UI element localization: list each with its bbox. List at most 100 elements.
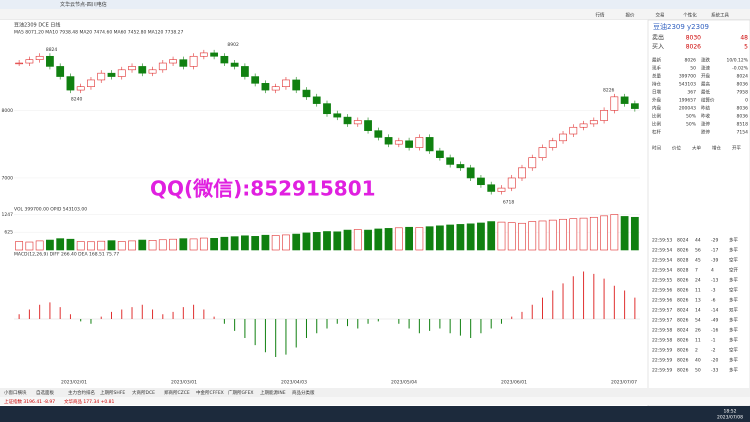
menu-item[interactable]: 个性化 <box>683 12 697 19</box>
tape-cell: -1 <box>711 338 716 344</box>
quote-cell: 最低 <box>701 89 710 96</box>
tape-cell: 多平 <box>729 337 738 344</box>
candle-body <box>446 157 455 165</box>
volume-bar <box>220 236 229 251</box>
tape-cell: 多平 <box>729 327 738 334</box>
candle-body <box>425 137 434 152</box>
volume-bar <box>425 226 434 251</box>
tape-cell: 22:59:54 <box>652 248 672 254</box>
volume-bar <box>497 221 506 251</box>
quote-cell: 7154 <box>737 130 749 136</box>
tab[interactable]: 主力合约排名 <box>68 389 95 396</box>
candle-body <box>538 147 547 158</box>
title-bar <box>0 0 750 9</box>
candle-body <box>199 52 208 57</box>
tape-cell: 多平 <box>729 357 738 364</box>
volume-bar <box>384 228 393 251</box>
candle-body <box>35 55 44 60</box>
volume-bar <box>548 219 557 251</box>
menu-item[interactable]: 报价 <box>626 12 635 19</box>
tape-cell: 多平 <box>729 247 738 254</box>
tape-cell: 8026 <box>677 358 689 364</box>
tab-bar <box>0 388 750 397</box>
quote-cell: 总量 <box>652 73 661 80</box>
quote-cell: 结算价 <box>701 97 715 104</box>
price-extreme: 8240 <box>71 97 83 103</box>
tab[interactable]: 商品分类版 <box>292 389 315 396</box>
volume-bar <box>66 238 75 251</box>
tape-cell: -13 <box>711 278 718 284</box>
tape-cell: 45 <box>695 258 701 264</box>
quote-cell: 内盘 <box>652 105 661 112</box>
tab[interactable]: 自选面板 <box>36 389 54 396</box>
candle-body <box>374 130 383 138</box>
candle-body <box>292 79 301 91</box>
volume-bar <box>364 229 372 251</box>
volume-bar <box>538 220 547 251</box>
tab[interactable]: 上期所SHFE <box>100 389 125 396</box>
volume-bar <box>230 236 239 251</box>
quote-cell: 持仓 <box>652 81 661 88</box>
candle-body <box>66 76 75 91</box>
candle-body <box>364 120 372 131</box>
tab[interactable]: 中金所CFFEX <box>196 389 224 396</box>
volume-bar <box>35 240 44 251</box>
tape-cell: -6 <box>711 298 716 304</box>
candle-body <box>343 116 352 125</box>
quote-cell: 10/0.12% <box>726 58 748 64</box>
volume-bar <box>97 240 106 251</box>
candle-body <box>148 69 157 74</box>
tape-cell: 22:59:56 <box>652 288 672 294</box>
tab[interactable]: 大商所DCE <box>132 389 155 396</box>
quote-cell: 8036 <box>737 82 749 88</box>
quote-cell: 开盘 <box>701 73 710 80</box>
candle-body <box>333 113 342 118</box>
volume-bar <box>353 229 362 251</box>
tape-cell: 14 <box>695 308 701 314</box>
tab[interactable]: 上期能源INE <box>260 389 286 396</box>
quote-cell: 199657 <box>679 98 696 104</box>
volume-bar <box>589 216 598 251</box>
tape-cell: -14 <box>711 308 718 314</box>
watermark: QQ(微信):852915801 <box>150 177 376 201</box>
candle-body <box>302 89 311 98</box>
quote-cell: 现手 <box>652 65 661 72</box>
volume-bar <box>600 215 608 251</box>
volume-bar <box>15 241 24 251</box>
menu-item[interactable]: 系统工具 <box>711 12 729 19</box>
quote-cell: 8036 <box>737 114 749 120</box>
menu-item[interactable]: 行情 <box>596 12 605 19</box>
candle-body <box>282 79 290 88</box>
tape-cell: -49 <box>711 318 718 324</box>
volume-bar <box>405 226 413 251</box>
tape-cell: 11 <box>695 338 701 344</box>
quote-buy: 5 <box>744 44 748 51</box>
volume-bar <box>241 235 249 251</box>
volume-bar <box>569 218 578 251</box>
tape-cell: 8028 <box>677 258 689 264</box>
volume-bar <box>323 231 331 251</box>
candle-body <box>25 59 34 64</box>
candle-body <box>405 140 413 148</box>
candle-body <box>46 55 54 67</box>
volume-bar <box>46 239 54 251</box>
tab[interactable]: 小窗口横块 <box>4 389 27 396</box>
tab[interactable]: 广期所GFEX <box>228 389 254 396</box>
vol-tick-label: 1247 <box>2 212 14 218</box>
volume-bar <box>477 222 485 251</box>
volume-bar <box>251 236 260 251</box>
vol-tick-label: 625 <box>4 230 13 236</box>
tab[interactable]: 郑商所CZCE <box>164 389 190 396</box>
tape-cell: 8026 <box>677 248 689 254</box>
volume-bar <box>528 221 537 251</box>
candle-body <box>528 157 537 169</box>
tape-header: 价位 <box>672 145 681 152</box>
quote-cell: 367 <box>687 90 696 96</box>
tape-cell: 22:59:57 <box>652 308 672 314</box>
menu-item[interactable]: 交易 <box>656 12 665 19</box>
quote-cell: 7958 <box>737 90 749 96</box>
quote-cell: 8518 <box>737 122 749 128</box>
candle-body <box>251 76 260 84</box>
